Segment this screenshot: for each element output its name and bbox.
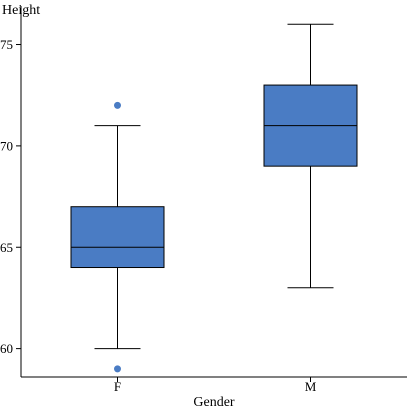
- x-tick-label: F: [114, 379, 121, 394]
- box-f: [70, 206, 165, 269]
- plot-area: 60 65 70 75 F M: [0, 6, 407, 394]
- x-axis-title: Gender: [193, 395, 235, 410]
- x-tick-label: M: [305, 379, 317, 394]
- y-tick-label: 65: [0, 240, 13, 255]
- y-tick-label: 70: [0, 138, 13, 153]
- outlier-point-f: [114, 365, 121, 373]
- y-tick-label: 60: [0, 341, 13, 356]
- outlier-point-f: [114, 101, 121, 109]
- y-tick-label: 75: [0, 37, 13, 52]
